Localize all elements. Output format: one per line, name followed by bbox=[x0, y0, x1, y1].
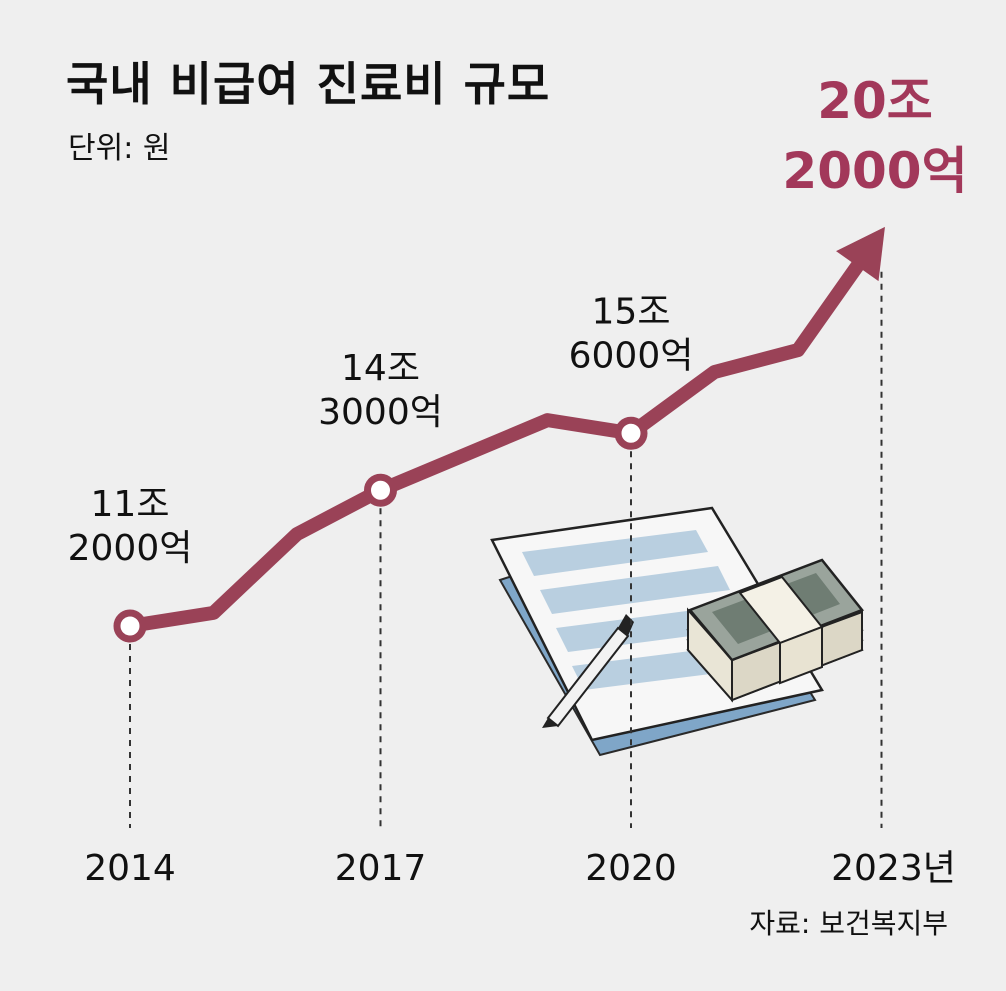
guide-lines bbox=[129, 271, 883, 828]
x-axis-ticks: 2014 2017 2020 2023년 bbox=[84, 848, 956, 889]
series-polyline bbox=[123, 255, 867, 633]
value-label-2017-line-1: 14조 bbox=[341, 348, 420, 389]
final-value-label: 20조 2000억 bbox=[782, 72, 967, 200]
series-line bbox=[123, 226, 885, 633]
value-label-2017-line-2: 3000억 bbox=[318, 392, 443, 433]
point-marker-2017 bbox=[364, 473, 397, 507]
x-tick-label-2014: 2014 bbox=[84, 848, 176, 889]
final-value-line-1: 20조 bbox=[817, 72, 933, 130]
source-label: 자료: 보건복지부 bbox=[749, 907, 948, 940]
x-tick-label-2020: 2020 bbox=[585, 848, 677, 889]
point-marker-2014 bbox=[113, 609, 147, 643]
document-money-illustration bbox=[490, 506, 865, 757]
unit-label: 단위: 원 bbox=[68, 131, 170, 166]
point-marker-2020 bbox=[614, 416, 648, 450]
value-label-2014-line-1: 11조 bbox=[91, 484, 170, 525]
point-markers bbox=[113, 416, 648, 643]
final-value-line-2: 2000억 bbox=[782, 142, 967, 200]
value-label-2014-line-2: 2000억 bbox=[68, 528, 193, 569]
value-label-2020-line-1: 15조 bbox=[592, 291, 671, 332]
chart-title: 국내 비급여 진료비 규모 bbox=[66, 57, 550, 111]
x-tick-label-2017: 2017 bbox=[335, 848, 427, 889]
end-arrowhead bbox=[836, 226, 885, 282]
x-tick-label-2023: 2023년 bbox=[831, 848, 956, 889]
value-label-2020-line-2: 6000억 bbox=[569, 335, 694, 376]
